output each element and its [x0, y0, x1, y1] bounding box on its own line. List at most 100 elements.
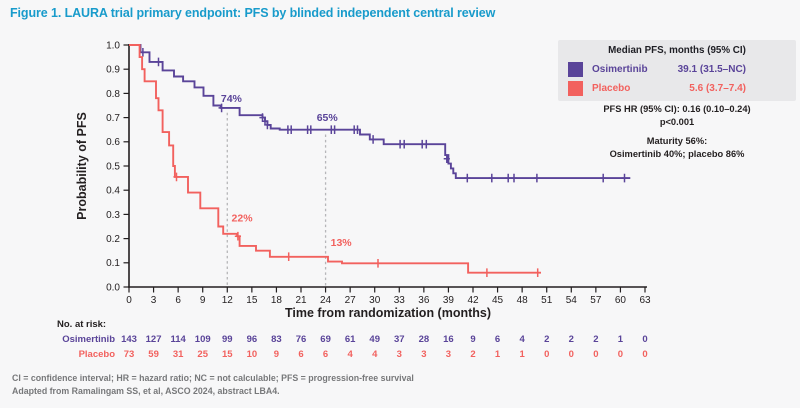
risk-count: 0 — [544, 349, 549, 360]
censor-mark-icon — [534, 268, 541, 277]
landmark-label: 13% — [331, 237, 353, 249]
y-tick-label: 0.4 — [106, 186, 120, 197]
legend-header: Median PFS, months (95% CI) — [608, 45, 746, 56]
x-tick-label: 0 — [126, 295, 132, 306]
legend-value-placebo: 5.6 (3.7–7.4) — [689, 82, 746, 94]
risk-count: 61 — [345, 334, 356, 345]
legend-row-osimertinib: Osimertinib 39.1 (31.5–NC) — [568, 60, 786, 78]
y-tick-label: 0.5 — [106, 161, 120, 172]
censor-mark-icon — [600, 173, 607, 183]
risk-count: 96 — [247, 334, 258, 345]
risk-count: 99 — [222, 334, 233, 345]
risk-count: 9 — [470, 334, 475, 345]
risk-count: 0 — [618, 349, 623, 360]
osimertinib-censor-marks — [139, 48, 628, 183]
censor-mark-icon — [218, 103, 225, 113]
risk-count: 0 — [569, 349, 574, 360]
figure-title: Figure 1. LAURA trial primary endpoint: … — [10, 6, 496, 20]
risk-count: 0 — [642, 349, 647, 360]
legend-row-placebo: Placebo 5.6 (3.7–7.4) — [568, 79, 786, 97]
landmark-annotations: 74% 65% 22% 13% — [221, 93, 352, 249]
reference-lines — [226, 112, 327, 286]
censor-mark-icon — [155, 57, 162, 67]
censor-mark-icon — [621, 173, 628, 183]
y-axis-title: Probability of PFS — [75, 112, 89, 220]
pvalue-line: p<0.001 — [659, 116, 695, 127]
risk-count: 76 — [296, 334, 307, 345]
risk-count: 4 — [372, 349, 378, 360]
censor-mark-icon — [423, 139, 430, 149]
censor-mark-icon — [464, 173, 471, 183]
risk-count: 73 — [124, 349, 135, 360]
x-tick-label: 21 — [295, 295, 307, 306]
y-tick-label: 0.7 — [106, 113, 120, 124]
censor-mark-icon — [374, 259, 382, 268]
legend-box: Median PFS, months (95% CI) Osimertinib … — [558, 40, 796, 101]
x-tick-label: 27 — [345, 295, 357, 306]
hr-line: PFS HR (95% CI): 0.16 (0.10–0.24) — [603, 104, 751, 114]
censor-mark-icon — [483, 268, 490, 277]
risk-count: 28 — [419, 334, 430, 345]
x-tick-label: 57 — [590, 295, 602, 306]
risk-count: 109 — [195, 334, 211, 345]
risk-count: 1 — [618, 334, 624, 345]
y-tick-label: 0.8 — [106, 89, 120, 100]
legend-rows: Osimertinib 39.1 (31.5–NC) Placebo 5.6 (… — [558, 56, 796, 97]
landmark-label: 22% — [232, 213, 254, 225]
x-tick-label: 3 — [151, 295, 157, 306]
y-tick-label: 0.1 — [106, 258, 120, 269]
placebo-censor-marks — [173, 172, 541, 277]
source-line: Adapted from Ramalingam SS, et al, ASCO … — [12, 386, 280, 396]
x-tick-label: 12 — [222, 295, 234, 306]
x-tick-label: 60 — [615, 295, 627, 306]
risk-count: 4 — [347, 349, 353, 360]
risk-count: 0 — [593, 349, 598, 360]
risk-row-name-placebo: Placebo — [79, 349, 116, 360]
x-tick-label: 42 — [467, 295, 479, 306]
risk-table: No. at risk:Osimertinib 143 127 114 109 99 96 8… — [57, 319, 648, 360]
x-tick-label: 33 — [394, 295, 406, 306]
censor-mark-icon — [443, 154, 450, 163]
x-tick-label: 36 — [418, 295, 430, 306]
x-tick-label: 15 — [246, 295, 258, 306]
legend-name-osimertinib: Osimertinib — [592, 63, 648, 75]
risk-count: 2 — [470, 349, 475, 360]
x-axis-title: Time from randomization (months) — [285, 306, 491, 320]
y-tick-label: 1.0 — [106, 40, 120, 51]
x-tick-label: 48 — [517, 295, 529, 306]
risk-count: 16 — [443, 334, 454, 345]
risk-count: 9 — [274, 349, 279, 360]
censor-mark-icon — [139, 48, 146, 57]
x-tick-label: 18 — [271, 295, 283, 306]
risk-count: 3 — [397, 349, 402, 360]
risk-count: 15 — [222, 349, 233, 360]
censor-mark-icon — [510, 173, 518, 183]
censor-mark-icon — [370, 135, 377, 144]
risk-count: 127 — [146, 334, 162, 345]
legend-value-osimertinib: 39.1 (31.5–NC) — [677, 63, 746, 75]
risk-count: 3 — [421, 349, 426, 360]
legend-name-placebo: Placebo — [592, 82, 631, 94]
risk-count: 59 — [148, 349, 159, 360]
stats-block: PFS HR (95% CI): 0.16 (0.10–0.24) p<0.00… — [558, 103, 796, 160]
risk-count: 143 — [121, 334, 137, 345]
risk-count: 2 — [544, 334, 549, 345]
censor-mark-icon — [331, 125, 338, 134]
risk-count: 114 — [170, 334, 186, 345]
censor-mark-icon — [488, 173, 495, 183]
y-tick-label: 0.9 — [106, 65, 120, 76]
censor-mark-icon — [354, 125, 361, 134]
risk-count: 6 — [323, 349, 328, 360]
placebo-curve — [129, 44, 541, 274]
risk-count: 37 — [394, 334, 405, 345]
risk-count: 1 — [519, 349, 525, 360]
censor-mark-icon — [401, 139, 408, 149]
risk-count: 2 — [593, 334, 598, 345]
censor-mark-icon — [264, 120, 271, 130]
risk-count: 83 — [271, 334, 282, 345]
y-tick-label: 0.2 — [106, 234, 120, 245]
x-axis: 0 3 6 9 12 15 18 21 24 27 30 33 36 39 42 45 48 51 54 57 60 63… — [126, 286, 651, 320]
risk-count: 10 — [247, 349, 258, 360]
